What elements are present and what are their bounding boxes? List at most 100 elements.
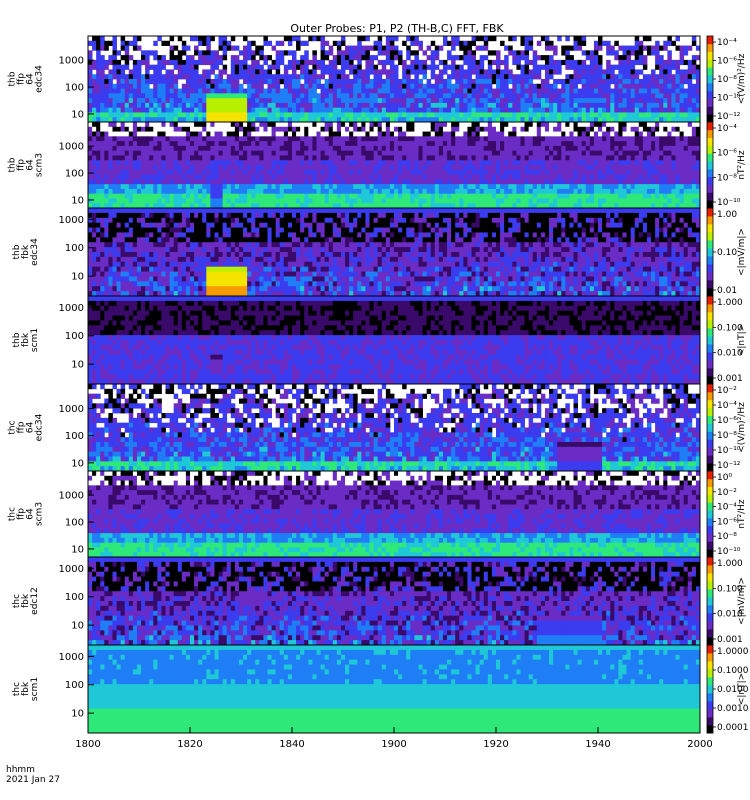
colorbar-tick-label: 10⁻⁸: [717, 532, 737, 542]
y-tick-label: 10: [71, 709, 84, 720]
colorbar-tick-label: 1.000: [717, 298, 743, 308]
colorbar-tick-label: 10⁻⁸: [717, 75, 737, 85]
spectrogram-cells-thc-fbk-scm1: [88, 645, 700, 733]
colorbar-tick-label: 10⁰: [717, 473, 732, 483]
y-tick-label: 100: [65, 243, 84, 254]
colorbar-tick-label: 0.0001: [717, 723, 749, 733]
colorbar-tick-label: 0.001: [717, 635, 743, 645]
y-tick-label: 1000: [59, 652, 84, 663]
colorbar-tick-label: 10⁻²: [717, 488, 737, 498]
colorbar-tick-label: 0.01: [717, 286, 737, 296]
spectrogram-cells-thb-ffp-scm3: [88, 122, 700, 208]
x-tick-label: 1840: [279, 739, 304, 750]
panel-ylabel: edc34: [35, 413, 45, 441]
spectrogram-cells-thc-ffp-scm3: [88, 471, 700, 557]
colorbar-tick-label: 10⁻⁴: [717, 38, 737, 48]
colorbar-thb-fbk-edc34: 1.00 0.10 0.01<|mV/m|>: [707, 208, 747, 296]
colorbar-thc-fbk-edc12: 1.0000.1000.0100.001<|mV/m|>: [707, 557, 747, 645]
y-tick-label: 10: [71, 360, 84, 371]
panel-ylabel: edc34: [30, 238, 40, 266]
colorbar-label: <|nT|>: [737, 673, 747, 705]
y-tick-label: 100: [65, 169, 84, 180]
colorbar-tick-label: 1.00: [717, 210, 737, 220]
colorbar-tick-label: 10⁻⁴: [717, 503, 737, 513]
colorbar-tick-label: 1.000: [717, 559, 743, 569]
y-tick-label: 100: [65, 592, 84, 603]
colorbar-tick-label: 0.10: [717, 248, 737, 258]
colorbar-tick-label: 10⁻¹⁰: [717, 547, 741, 557]
colorbar-tick-label: 10⁻¹⁰: [717, 198, 741, 208]
x-tick-label: 1900: [381, 739, 406, 750]
colorbar-tick-label: 10⁻⁴: [717, 124, 737, 134]
y-tick-label: 1000: [59, 404, 84, 415]
y-tick-label: 1000: [59, 303, 84, 314]
colorbar-tick-label: 1.0000: [717, 647, 749, 657]
colorbar-label: <|mV/m|>: [737, 577, 747, 625]
colorbar-label: <(V/m)²/Hz: [737, 53, 747, 104]
x-tick-label: 2000: [687, 739, 712, 750]
colorbar-tick-label: 10⁻⁶: [717, 149, 737, 159]
spectrogram-cells-thc-fbk-edc12: [88, 557, 700, 645]
colorbar-tick-label: 10⁻¹²: [717, 461, 741, 471]
y-tick-label: 10: [71, 544, 84, 555]
y-tick-label: 1000: [59, 564, 84, 575]
colorbar-tick-label: 10⁻⁶: [717, 57, 737, 67]
colorbar-tick-label: 10⁻¹²: [717, 112, 741, 122]
y-tick-label: 10: [71, 458, 84, 469]
panel-ylabel: scm3: [35, 153, 45, 177]
colorbar-tick-label: 10⁻⁴: [717, 401, 737, 411]
colorbar-label: <|mV/m|>: [737, 228, 747, 276]
time-unit-label: hhmm: [6, 765, 35, 775]
y-tick-label: 100: [65, 431, 84, 442]
colorbar-tick-label: 10⁻⁶: [717, 416, 737, 426]
date-label: 2021 Jan 27: [6, 775, 60, 785]
chart-title: Outer Probes: P1, P2 (TH-B,C) FFT, FBK: [290, 22, 504, 35]
y-tick-label: 10: [71, 109, 84, 120]
panel-ylabel: scm1: [30, 677, 40, 701]
colorbar-label: nT²/Hz: [737, 499, 747, 529]
colorbar-thc-ffp-scm3: 10⁰ 10⁻² 10⁻⁴ 10⁻⁶ 10⁻⁸ 10⁻¹⁰ nT²/Hz: [707, 471, 747, 557]
x-tick-label: 1920: [483, 739, 508, 750]
panel-ylabel: edc12: [30, 587, 40, 615]
y-tick-label: 1000: [59, 215, 84, 226]
colorbar-label: <(V/m)²/Hz: [737, 402, 747, 453]
y-tick-label: 100: [65, 331, 84, 342]
colorbar-tick-label: 0.001: [717, 374, 743, 384]
spectrogram-cells-thb-fbk-edc34: [88, 208, 700, 296]
panel-ylabel: scm1: [30, 328, 40, 352]
y-tick-label: 100: [65, 83, 84, 94]
y-tick-label: 10: [71, 195, 84, 206]
y-tick-label: 100: [65, 518, 84, 529]
x-tick-label: 1820: [177, 739, 202, 750]
y-tick-label: 1000: [59, 56, 84, 67]
colorbar-tick-label: 10⁻⁶: [717, 517, 737, 527]
colorbar-tick-label: 10⁻²: [717, 386, 737, 396]
colorbar-label: nT²/Hz: [737, 150, 747, 180]
colorbar-label: <|nT|>: [737, 324, 747, 356]
y-tick-label: 1000: [59, 491, 84, 502]
y-tick-label: 10: [71, 272, 84, 283]
y-tick-label: 1000: [59, 142, 84, 153]
x-tick-label: 1940: [585, 739, 610, 750]
colorbar-thb-fbk-scm1: 1.0000.1000.0100.001<|nT|>: [707, 296, 747, 384]
x-tick-label: 1800: [75, 739, 100, 750]
panel-ylabel: scm3: [35, 502, 45, 526]
y-tick-label: 100: [65, 680, 84, 691]
spectrogram-cells-thb-fbk-scm1: [88, 296, 700, 384]
colorbar-tick-label: 10⁻⁸: [717, 431, 737, 441]
panel-ylabel: edc34: [35, 65, 45, 93]
